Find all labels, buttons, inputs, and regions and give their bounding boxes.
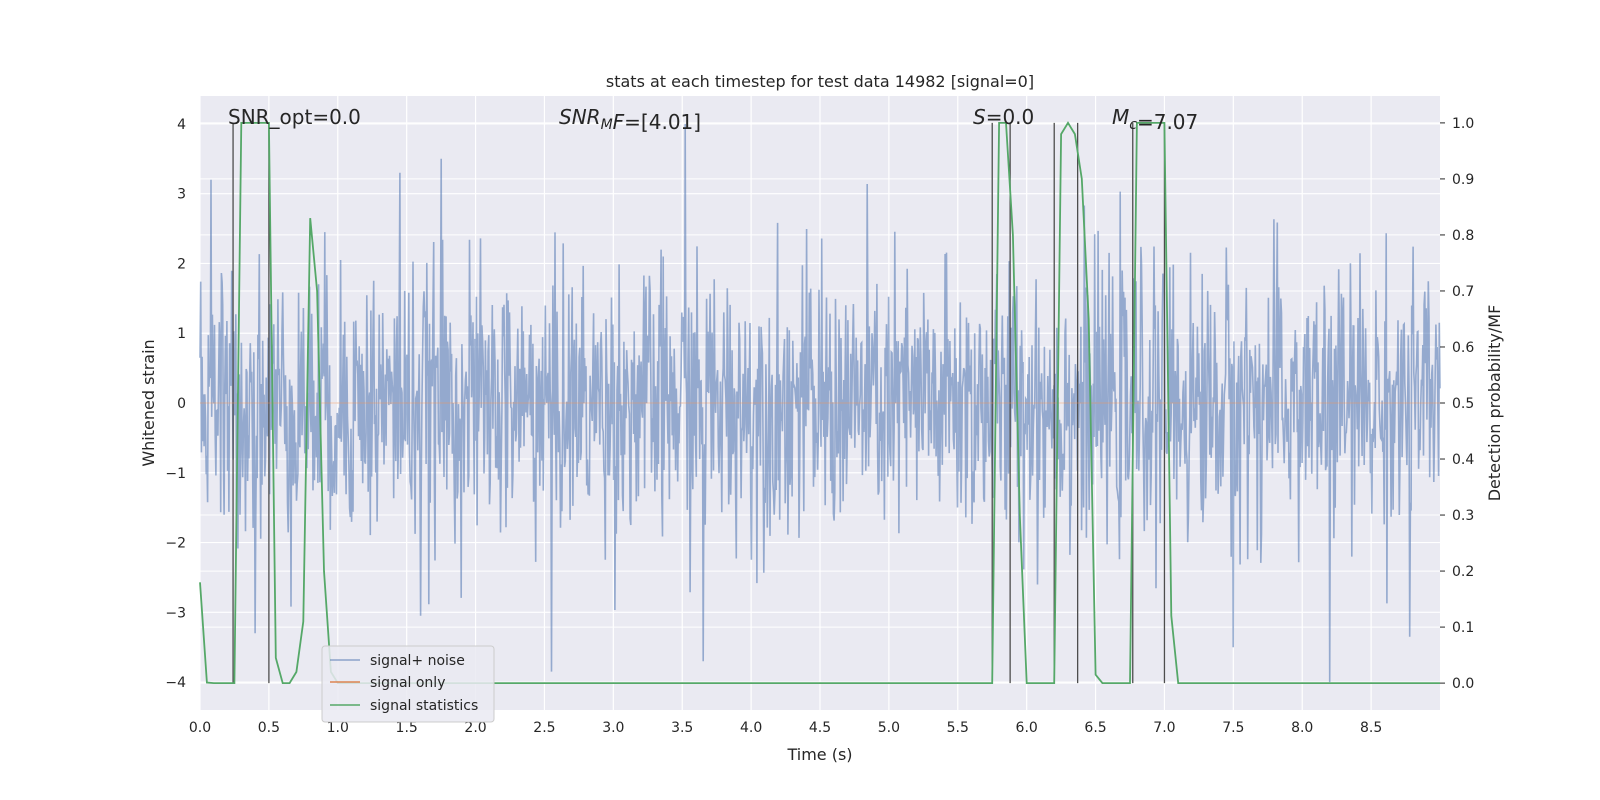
chart-title: stats at each timestep for test data 149… <box>606 72 1034 91</box>
y-tick-label: 3 <box>177 187 186 203</box>
x-tick-label: 6.5 <box>1084 720 1106 736</box>
y-tick-label: 2 <box>177 256 186 272</box>
x-axis-label: Time (s) <box>786 745 852 764</box>
y-right-tick-label: 0.4 <box>1452 452 1474 468</box>
y-right-tick-label: 1.0 <box>1452 116 1474 132</box>
annotation-part: SNR_opt=0.0 <box>228 105 361 129</box>
y-right-tick-label: 0.2 <box>1452 564 1474 580</box>
x-tick-label: 1.0 <box>327 720 349 736</box>
y-tick-label: −1 <box>165 466 186 482</box>
legend-label-signal: signal only <box>370 675 445 691</box>
y-tick-label: 4 <box>177 117 186 133</box>
x-tick-label: 8.5 <box>1360 720 1382 736</box>
y-tick-label: 0 <box>177 396 186 412</box>
y-axis-label: Whitened strain <box>139 339 158 466</box>
x-tick-label: 0.5 <box>258 720 280 736</box>
y-right-tick-label: 0.5 <box>1452 396 1474 412</box>
y-right-tick-label: 0.9 <box>1452 172 1474 188</box>
x-tick-labels: 0.0 0.5 1.0 1.5 2.0 2.5 3.0 3.5 4.0 4.5 5.0 5.5 6.0 6… <box>189 720 1382 736</box>
x-tick-label: 3.0 <box>602 720 624 736</box>
annotation-part: S <box>973 105 986 129</box>
annotation-part: c <box>1129 117 1137 133</box>
y-right-tick-label: 0.1 <box>1452 620 1474 636</box>
x-tick-label: 3.5 <box>671 720 693 736</box>
annotation-mc: Mc=7.07 <box>1112 105 1198 134</box>
y-right-tick-label: 0.6 <box>1452 340 1474 356</box>
x-tick-label: 7.0 <box>1153 720 1175 736</box>
legend-label-statistics: signal statistics <box>370 698 478 714</box>
legend: signal+ noise signal only signal statist… <box>321 645 495 723</box>
marker-layer <box>232 122 1166 684</box>
x-tick-label: 2.0 <box>464 720 486 736</box>
y-tick-labels: −4 −3 −2 −1 0 1 2 3 4 <box>165 117 186 691</box>
annotation-part: =[4.01] <box>624 110 701 134</box>
annotation-part: =7.07 <box>1137 110 1198 134</box>
annotation-part: M <box>1112 105 1129 129</box>
annotation-snr-mf: SNRMF=[4.01] <box>559 105 701 134</box>
y-right-tick-label: 0.0 <box>1452 676 1474 692</box>
stats-layer <box>199 121 1440 684</box>
y-right-tick-label: 0.7 <box>1452 284 1474 300</box>
annotation-part: M <box>601 117 613 133</box>
legend-box <box>321 645 495 723</box>
y-tick-label: −2 <box>165 536 186 552</box>
y-tick-label: −3 <box>165 605 186 621</box>
y-right-axis-label: Detection probability/MF <box>1485 305 1504 502</box>
y-right-tick-labels: 0.0 0.1 0.2 0.3 0.4 0.5 0.6 0.7 0.8 0.9 1.0 <box>1440 116 1474 692</box>
annotations: SNR_opt=0.0 SNRMF=[4.01] S=0.0 Mc=7.07 <box>228 105 1198 134</box>
noise-layer <box>199 123 1441 683</box>
x-tick-label: 8.0 <box>1291 720 1313 736</box>
y-right-tick-label: 0.8 <box>1452 228 1474 244</box>
y-right-tick-label: 0.3 <box>1452 508 1474 524</box>
x-tick-label: 4.5 <box>809 720 831 736</box>
x-tick-label: 7.5 <box>1222 720 1244 736</box>
legend-label-noise: signal+ noise <box>370 653 465 669</box>
x-tick-label: 5.5 <box>947 720 969 736</box>
y-tick-label: −4 <box>165 675 186 691</box>
x-tick-label: 5.0 <box>878 720 900 736</box>
x-tick-label: 6.0 <box>1016 720 1038 736</box>
series-signal-statistics <box>199 121 1440 684</box>
annotation-part: F <box>613 110 625 134</box>
x-tick-label: 2.5 <box>533 720 555 736</box>
x-tick-label: 1.5 <box>396 720 418 736</box>
series-signal-noise <box>199 123 1441 683</box>
annotation-part: =0.0 <box>986 105 1035 129</box>
x-tick-label: 0.0 <box>189 720 211 736</box>
x-tick-label: 4.0 <box>740 720 762 736</box>
annotation-part: SNR <box>559 105 601 129</box>
y-tick-label: 1 <box>177 326 186 342</box>
annotation-s: S=0.0 <box>973 105 1034 129</box>
annotation-snr-opt: SNR_opt=0.0 <box>228 105 361 129</box>
